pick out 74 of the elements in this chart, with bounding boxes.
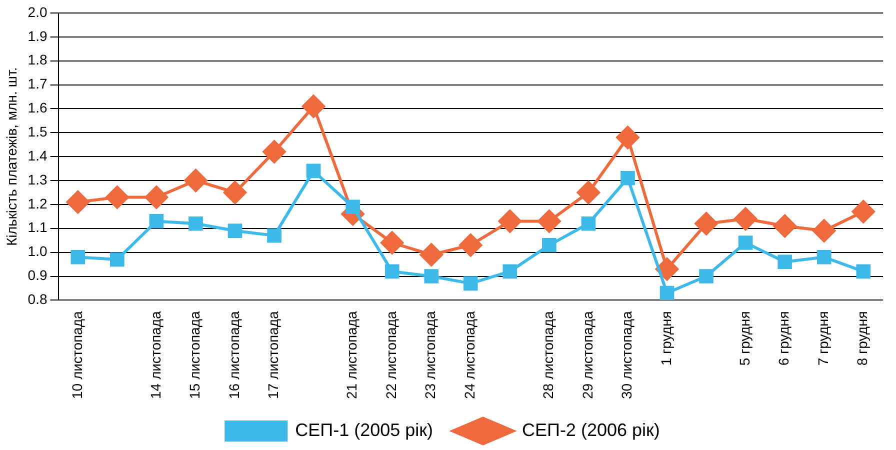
point [302,94,326,118]
point [459,234,482,257]
point [267,228,282,243]
point [816,250,832,264]
point [223,180,246,204]
point [498,210,522,233]
point [581,216,596,231]
point [149,214,164,228]
x-tick-label: 30 листопада [618,310,635,400]
point [502,264,518,279]
point [66,190,90,214]
point [773,214,796,238]
point [738,236,753,250]
x-tick-label: 1 грудня [658,311,674,366]
point [856,264,871,279]
point [384,264,400,279]
y-tick-label: 1.9 [28,28,48,44]
x-tick-label: 22 листопада [382,310,399,400]
y-tick-label: 1.0 [28,243,48,260]
x-tick-label: 14 листопада [147,310,164,400]
point [620,170,635,186]
point [346,200,360,214]
y-tick-label: 1.6 [28,100,48,116]
point [576,180,600,204]
point [184,169,208,192]
point [542,238,556,252]
x-tick-label: 5 грудня [736,311,752,366]
point [262,140,286,164]
point [424,269,439,284]
y-tick-label: 0.8 [28,291,48,308]
x-tick-label: 24 листопада [461,310,478,400]
x-tick-label: 8 грудня [854,311,870,366]
point [734,207,758,230]
x-tick-label: 28 листопада [540,310,556,400]
point [306,164,321,178]
y-tick-label: 2.0 [28,4,48,20]
point [660,286,674,300]
y-axis-title: Кількість платежів, млн. шт. [3,67,20,246]
y-tick-label: 1.3 [28,171,48,188]
y-tick-label: 0.9 [28,267,48,284]
point [655,258,678,281]
legend-label: СЕП-1 (2005 рік) [295,420,434,440]
point [538,210,561,233]
y-tick-label: 1.2 [28,195,48,212]
y-tick-label: 1.8 [28,52,48,68]
point [694,212,718,236]
point [778,254,792,270]
x-tick-label: 16 листопада [226,310,242,400]
x-tick-label: 7 грудня [814,311,831,366]
point [188,216,203,231]
point [70,250,86,264]
x-tick-label: 17 листопада [265,310,282,400]
point [420,243,443,266]
x-tick-label: 29 листопада [579,310,596,400]
x-tick-label: 21 листопада [344,310,360,400]
x-tick-label: 10 листопада [68,310,85,400]
point [380,231,404,254]
y-tick-label: 1.4 [28,147,48,164]
y-tick-label: 1.7 [28,76,48,92]
x-tick-label: 15 листопада [186,310,203,400]
legend-label: СЕП-2 (2006 рік) [522,420,660,440]
point [852,200,875,224]
y-tick-label: 1.1 [28,219,48,236]
point [110,252,124,267]
point [463,276,478,291]
point [616,126,640,149]
point [812,219,836,242]
point [699,269,714,284]
point [144,186,168,209]
x-tick-label: 6 грудня [776,311,792,366]
point [106,186,129,209]
y-tick-label: 1.5 [28,124,48,140]
point [228,224,242,238]
x-tick-label: 23 листопада [422,310,438,400]
